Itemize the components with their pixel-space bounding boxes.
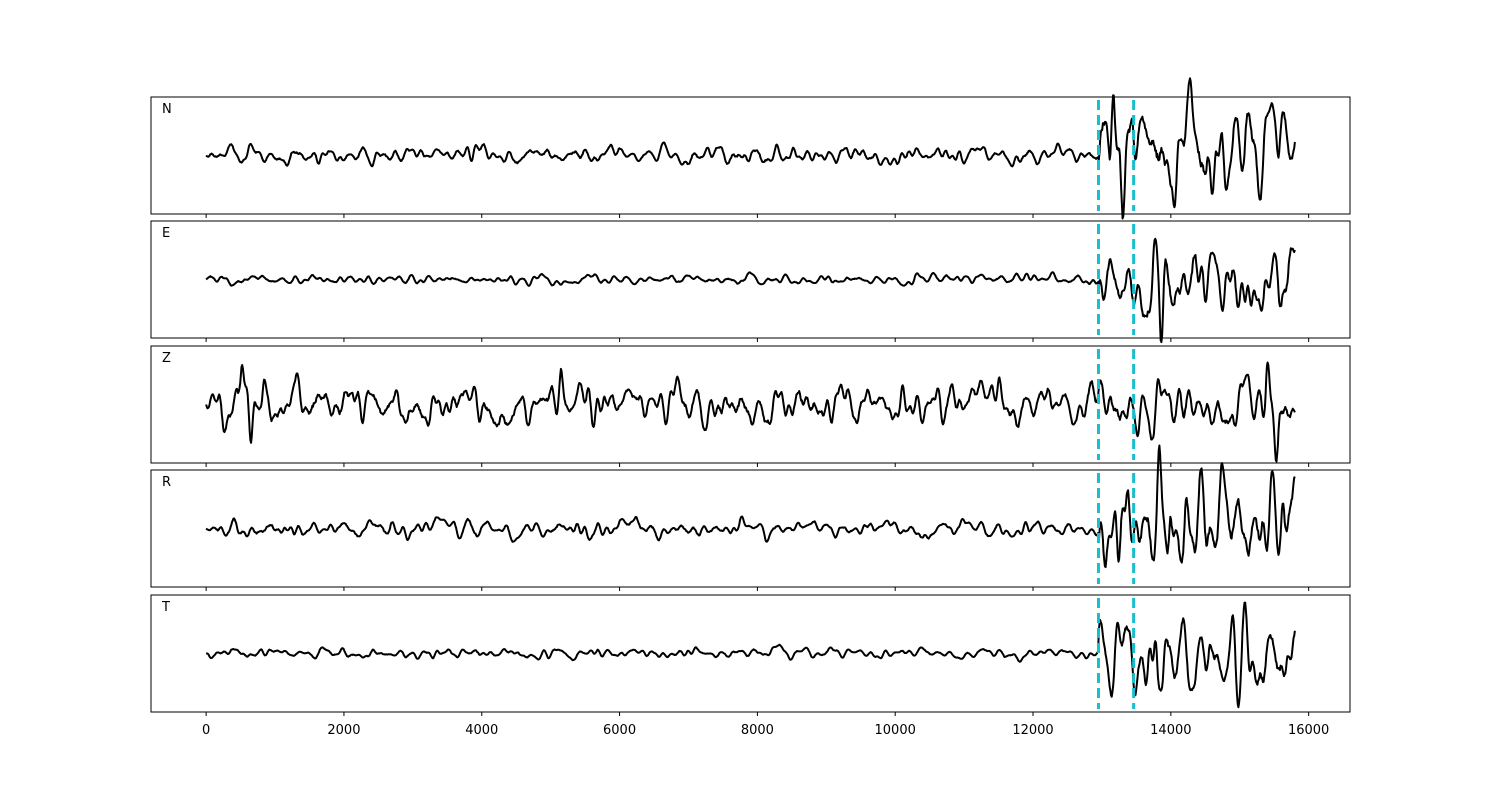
x-tick-label: 2000: [327, 723, 360, 738]
x-axis: 0 2000 4000 6000 8000 10000 12000 14000 16000: [202, 723, 1329, 738]
waveform-trace-z: [205, 361, 1296, 463]
panel-label: T: [161, 600, 170, 615]
panel-n: N: [150, 77, 1351, 220]
panel-label: E: [162, 226, 170, 241]
x-tick-label: 14000: [1150, 723, 1191, 738]
panel-frame: [150, 96, 1351, 215]
x-tick-label: 4000: [465, 723, 498, 738]
panel-frame: [150, 345, 1351, 464]
x-tick-label: 0: [202, 723, 210, 738]
waveform-trace-t: [205, 601, 1296, 709]
panel-label: Z: [162, 351, 171, 366]
panel-frame: [150, 469, 1351, 588]
waveform-trace-r: [205, 444, 1296, 569]
panel-r: R: [150, 444, 1351, 591]
x-tick-label: 10000: [875, 723, 916, 738]
panel-t: T: [150, 594, 1351, 716]
panel-frame: [150, 220, 1351, 339]
x-tick-label: 16000: [1288, 723, 1329, 738]
waveform-trace-e: [205, 237, 1296, 344]
x-tick-label: 6000: [603, 723, 636, 738]
x-tick-label: 8000: [741, 723, 774, 738]
panel-frame: [150, 594, 1351, 713]
panel-z: Z: [150, 345, 1351, 467]
panel-label: R: [162, 475, 171, 490]
panel-label: N: [162, 102, 172, 117]
x-tick-label: 12000: [1012, 723, 1053, 738]
panel-e: E: [150, 220, 1351, 344]
waveform-trace-n: [205, 77, 1296, 220]
panels-group: N E Z R T: [150, 77, 1351, 716]
